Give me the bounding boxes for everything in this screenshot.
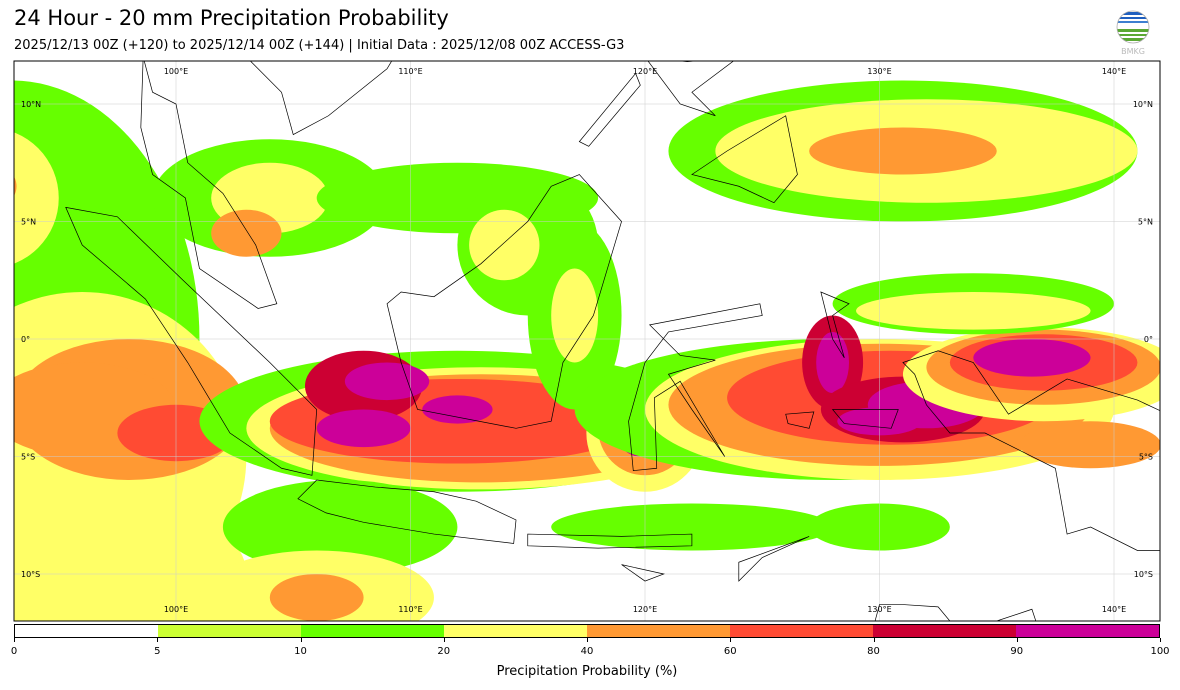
colorbar-segment xyxy=(15,625,158,637)
probability-area xyxy=(809,127,997,175)
colorbar-label: Precipitation Probability (%) xyxy=(496,664,678,679)
coastline-luzon-s xyxy=(647,61,735,117)
probability-area xyxy=(269,574,364,621)
coastlines xyxy=(65,61,1160,621)
longitude-label: 110°E xyxy=(398,67,422,76)
probability-area xyxy=(14,480,247,621)
colorbar-tick-mark xyxy=(443,638,445,642)
colorbar-tick-mark xyxy=(587,638,588,642)
coastline-malay xyxy=(140,61,278,309)
coastline-australia xyxy=(874,604,1037,621)
latitude-label: 10°S xyxy=(21,570,40,579)
probability-area xyxy=(14,176,17,196)
colorbar-tick-mark xyxy=(157,638,159,642)
probability-area xyxy=(551,503,833,551)
longitude-label: 130°E xyxy=(867,67,891,76)
longitude-label: 140°E xyxy=(1102,605,1126,614)
latitude-label: 10°N xyxy=(1133,100,1153,109)
longitude-label: 120°E xyxy=(633,605,657,614)
probability-area xyxy=(211,209,282,257)
graticule xyxy=(14,61,1160,621)
latitude-label: 5°S xyxy=(21,453,35,462)
colorbar-tick-label: 90 xyxy=(1010,646,1024,657)
coastline-palawan xyxy=(578,72,641,147)
svg-text:BMKG: BMKG xyxy=(1121,47,1145,56)
probability-area xyxy=(316,409,411,448)
latitude-label: 5°N xyxy=(21,218,36,227)
coastline-mindanao xyxy=(691,115,798,204)
longitude-label: 110°E xyxy=(398,605,422,614)
longitude-label: 140°E xyxy=(1102,67,1126,76)
colorbar-tick-mark xyxy=(873,638,875,642)
colorbar-tick-mark xyxy=(1016,638,1018,642)
colorbar-segment xyxy=(730,625,873,637)
probability-area xyxy=(422,395,493,424)
longitude-label: 120°E xyxy=(633,67,657,76)
coastline-halmahera xyxy=(820,291,850,358)
colorbar-segment xyxy=(158,625,301,637)
latitude-label: 10°N xyxy=(21,100,41,109)
probability-area xyxy=(222,480,458,574)
coastline-buru xyxy=(785,411,815,429)
probability-area xyxy=(469,209,540,281)
colorbar-tick-label: 40 xyxy=(580,646,594,657)
probability-area xyxy=(856,292,1091,330)
bmkg-logo: BMKG xyxy=(1116,10,1150,56)
coastline-sulawesi xyxy=(628,303,763,471)
colorbar-segment xyxy=(301,625,444,637)
coastline-java xyxy=(297,479,517,544)
coastline-seram xyxy=(831,409,899,429)
longitude-label: 130°E xyxy=(867,605,891,614)
colorbar-tick-label: 80 xyxy=(867,646,880,657)
colorbar-segment xyxy=(444,625,587,637)
colorbar-tick-label: 20 xyxy=(437,646,451,657)
probability-area xyxy=(344,362,430,401)
coastline-borneo xyxy=(386,174,622,429)
colorbar-segment xyxy=(587,625,730,637)
chart-subtitle: 2025/12/13 00Z (+120) to 2025/12/14 00Z … xyxy=(14,38,625,53)
chart-title: 24 Hour - 20 mm Precipitation Probabilit… xyxy=(14,6,449,30)
colorbar-tick-label: 0 xyxy=(10,646,18,657)
latitude-label: 0° xyxy=(21,335,30,344)
probability-area xyxy=(973,339,1091,377)
colorbar-tick-mark xyxy=(300,638,302,642)
colorbar-tick-mark xyxy=(14,638,15,642)
colorbar xyxy=(14,624,1160,638)
longitude-label: 100°E xyxy=(164,67,188,76)
coastline-indochina xyxy=(249,61,393,136)
coastline-sumba xyxy=(621,564,665,582)
coastline-timor xyxy=(738,536,810,582)
colorbar-tick-mark xyxy=(1160,638,1161,642)
probability-area xyxy=(816,331,850,394)
colorbar-tick-label: 100 xyxy=(1150,646,1170,657)
latitude-label: 5°S xyxy=(1139,453,1153,462)
colorbar-tick-mark xyxy=(730,638,732,642)
colorbar-tick-label: 5 xyxy=(154,646,161,657)
latitude-label: 10°S xyxy=(1134,570,1153,579)
colorbar-segment xyxy=(1016,625,1159,637)
probability-area xyxy=(14,132,59,264)
coastline-new-guinea xyxy=(902,350,1160,551)
latitude-label: 5°N xyxy=(1138,218,1153,227)
map-frame xyxy=(13,60,1161,622)
coastline-nusa xyxy=(527,533,693,549)
colorbar-tick-label: 10 xyxy=(294,646,307,657)
colorbar-segment xyxy=(873,625,1016,637)
probability-area xyxy=(551,268,599,363)
coastline-sumatra xyxy=(65,206,318,476)
colorbar-tick-label: 60 xyxy=(723,646,737,657)
latitude-label: 0° xyxy=(1144,335,1153,344)
longitude-label: 100°E xyxy=(164,605,188,614)
